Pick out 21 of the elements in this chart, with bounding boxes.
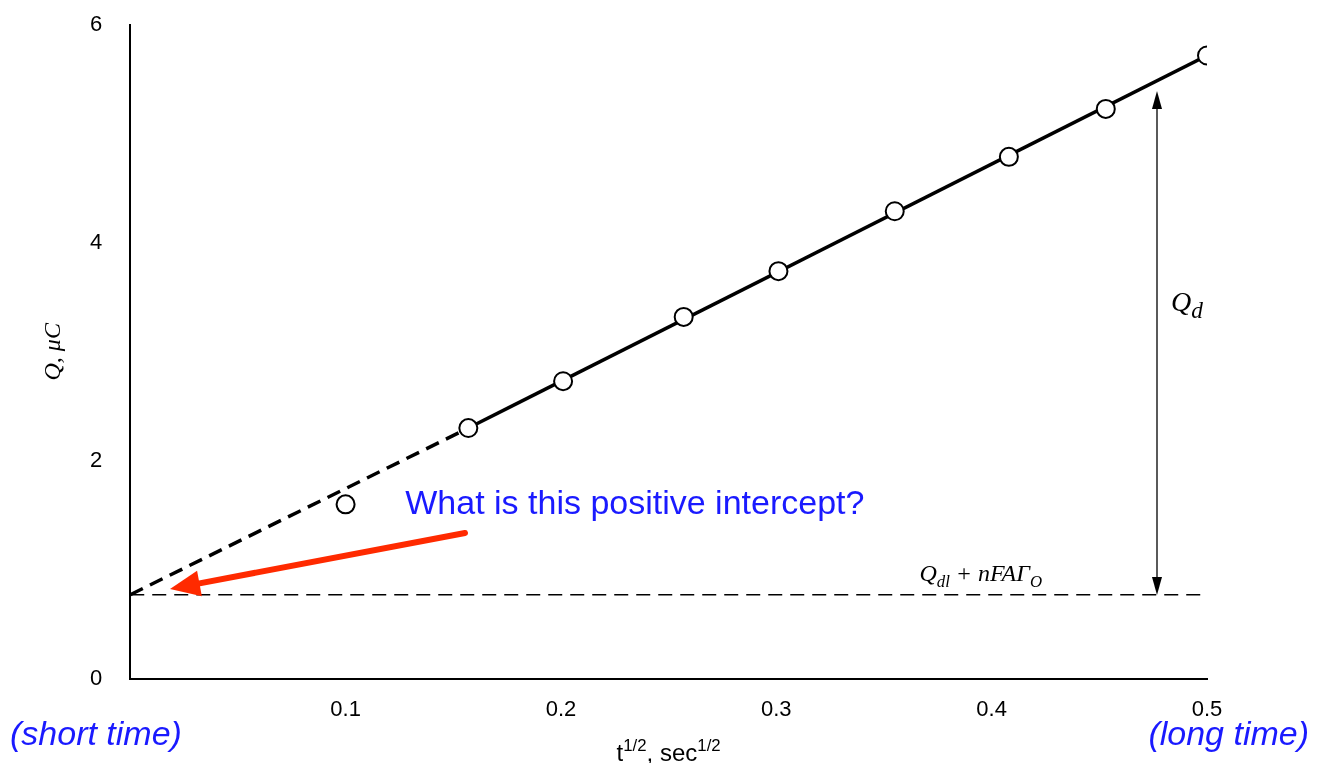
annotation: What is this positive intercept?: [405, 482, 865, 521]
x-tick-label: 0.3: [761, 695, 792, 721]
y-tick-label: 0: [89, 664, 103, 690]
annotation: Q$_{d}$: [1171, 285, 1203, 323]
y-tick-label: 2: [89, 446, 103, 472]
y-axis-title: Q, μC: [39, 322, 66, 381]
point: [768, 261, 789, 282]
point: [458, 418, 479, 439]
point: [998, 146, 1019, 167]
x-tick-label: 0.1: [330, 695, 361, 721]
x-tick-label: 0.4: [976, 695, 1007, 721]
text: (short time): [10, 714, 182, 752]
y-tick-label: 6: [89, 11, 103, 37]
point: [884, 201, 905, 222]
point: [1095, 98, 1116, 119]
point: [673, 306, 694, 327]
point: [335, 494, 356, 515]
x-tick-label: 0.5: [1191, 695, 1223, 721]
y-tick-label: 4: [89, 228, 103, 254]
x-tick-label: 0.2: [545, 695, 577, 721]
point: [553, 371, 574, 392]
